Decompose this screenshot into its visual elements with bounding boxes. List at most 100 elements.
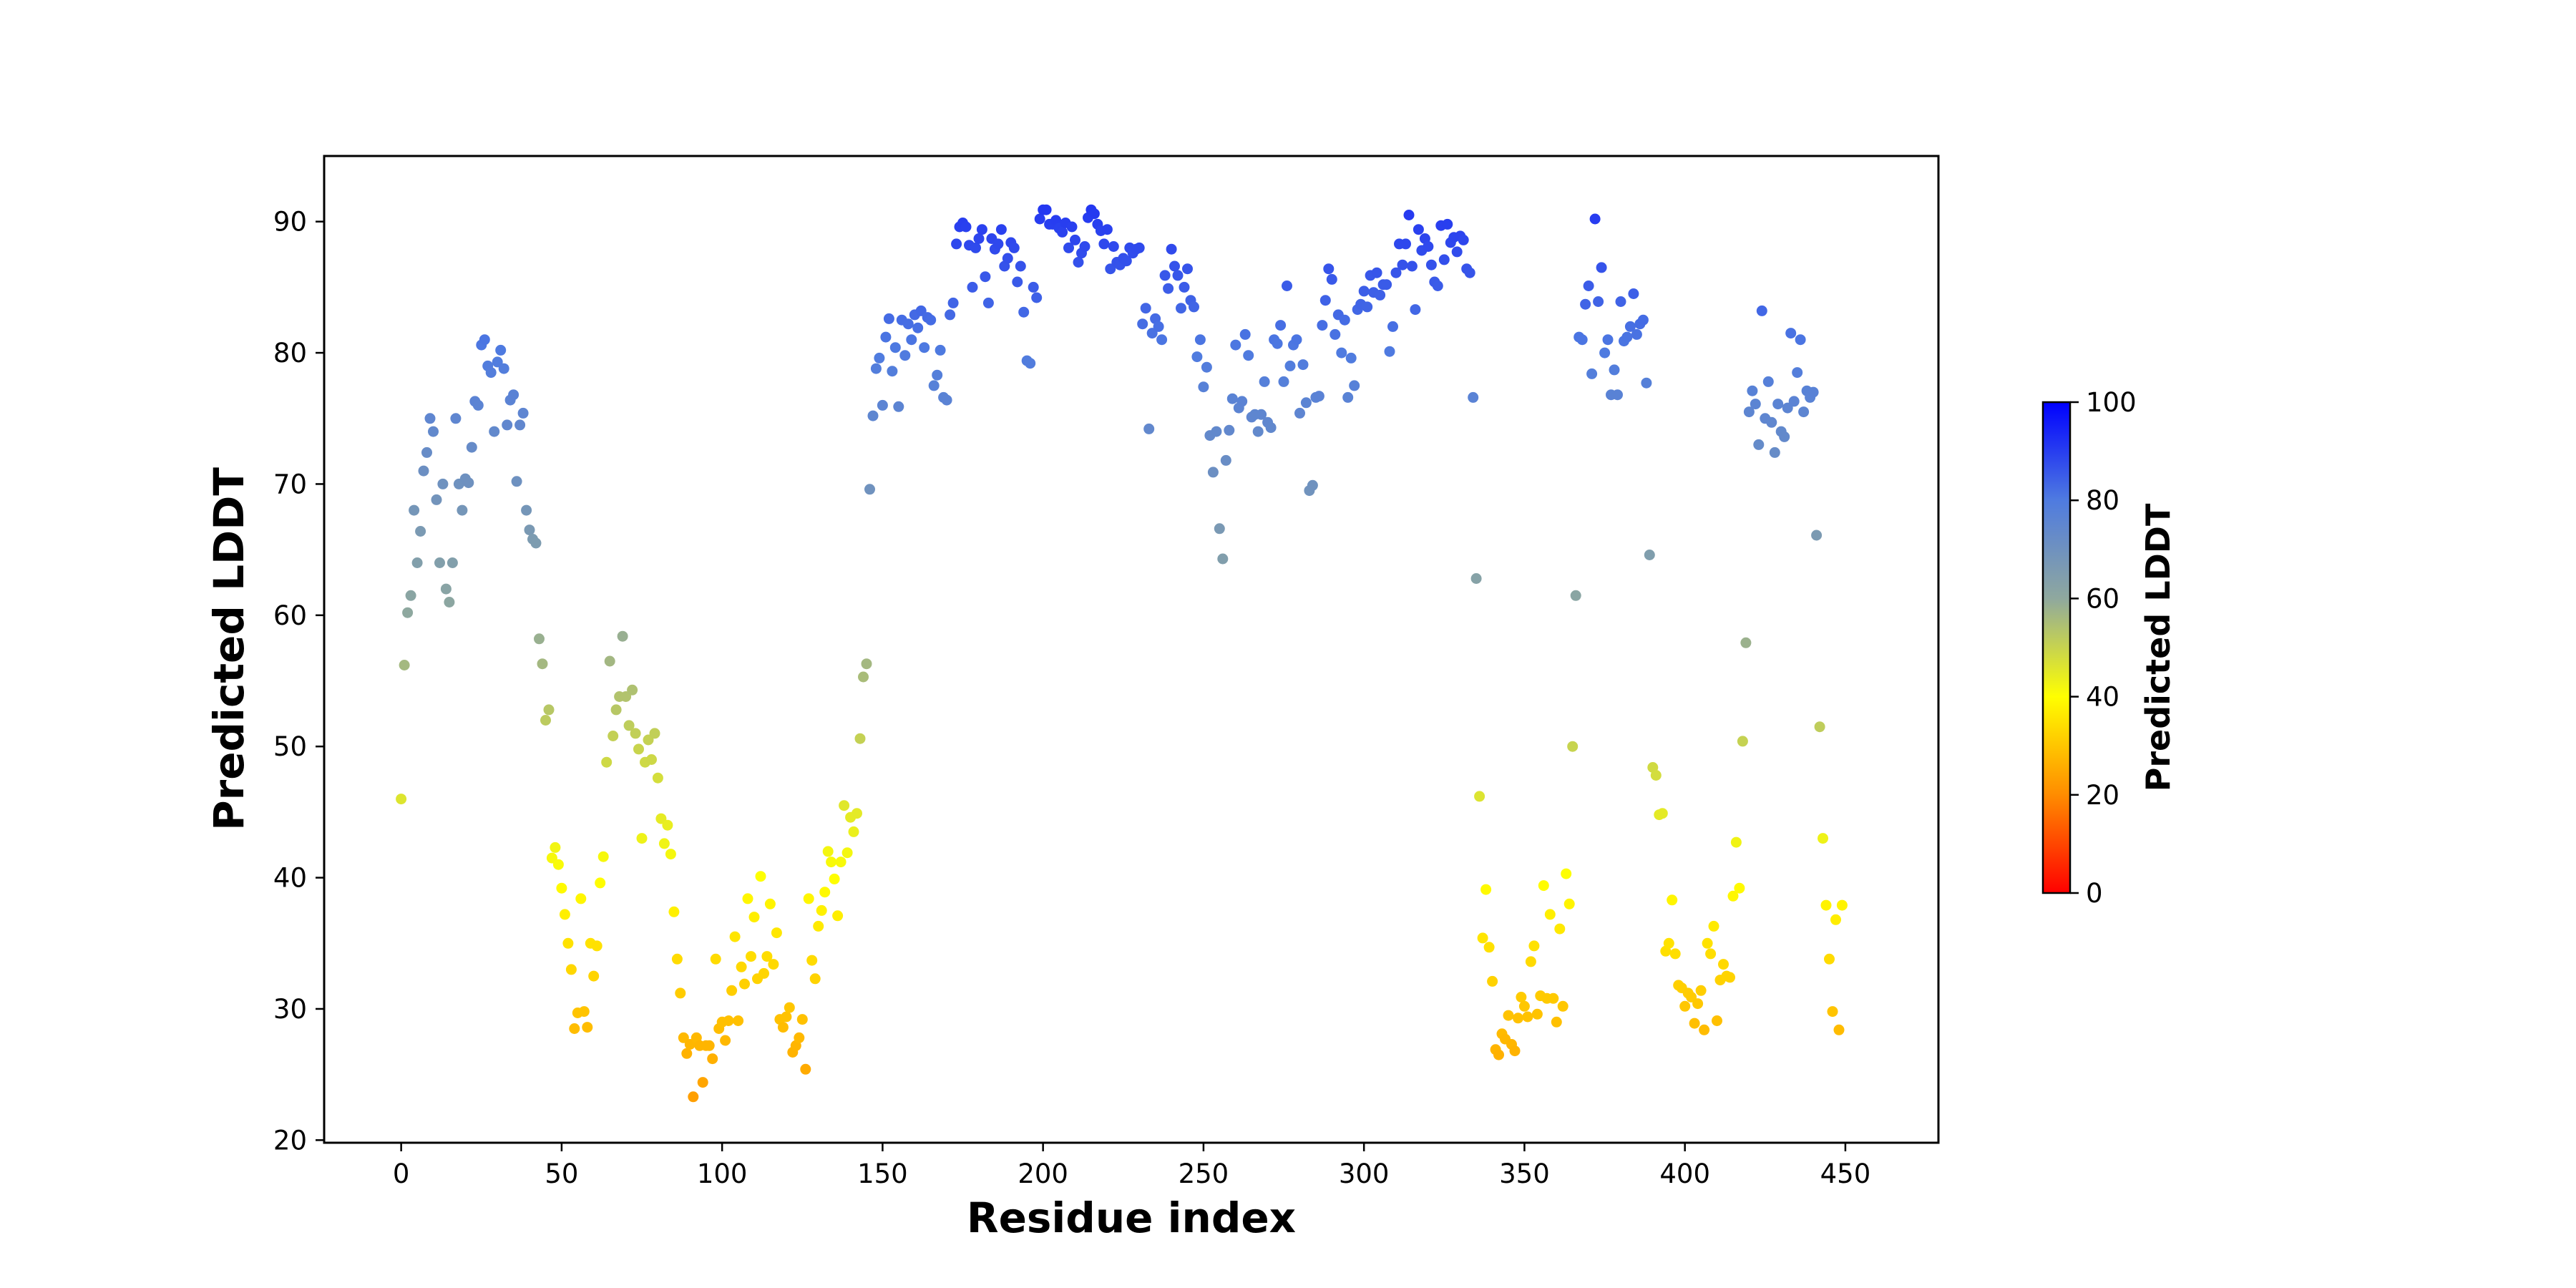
data-point xyxy=(437,478,449,489)
data-point xyxy=(1198,381,1209,393)
data-point xyxy=(1762,376,1774,387)
data-point xyxy=(540,715,551,726)
data-point xyxy=(1827,1006,1838,1018)
data-point xyxy=(508,389,519,401)
data-point xyxy=(1384,346,1395,357)
x-tick-label: 450 xyxy=(1820,1158,1871,1189)
data-point xyxy=(809,973,821,985)
data-point xyxy=(1224,424,1235,436)
data-point xyxy=(1548,992,1559,1004)
data-point xyxy=(755,871,766,882)
data-point xyxy=(627,684,638,696)
data-point xyxy=(777,1022,789,1033)
data-point xyxy=(1400,238,1411,250)
data-point xyxy=(806,955,818,966)
data-point xyxy=(1121,255,1132,267)
data-point xyxy=(565,964,577,975)
y-tick-label: 60 xyxy=(273,600,307,631)
data-point xyxy=(1451,246,1463,258)
data-point xyxy=(746,951,756,962)
data-point xyxy=(1663,937,1674,949)
data-point xyxy=(1824,953,1835,965)
data-point xyxy=(610,704,622,716)
data-point xyxy=(418,465,429,477)
data-point xyxy=(1438,254,1450,265)
data-point xyxy=(1214,523,1225,535)
data-point xyxy=(967,281,978,293)
data-point xyxy=(1358,286,1370,297)
data-point xyxy=(1259,376,1270,387)
data-point xyxy=(928,380,940,391)
data-point xyxy=(681,1048,693,1059)
data-point xyxy=(492,356,503,368)
data-point xyxy=(537,658,548,670)
data-point xyxy=(1538,880,1549,892)
data-point xyxy=(1480,884,1492,895)
data-point xyxy=(578,1006,590,1018)
x-tick-label: 0 xyxy=(393,1158,410,1189)
data-point xyxy=(1194,334,1206,346)
data-point xyxy=(707,1053,718,1065)
data-point xyxy=(658,838,670,849)
data-point xyxy=(1297,359,1309,371)
data-point xyxy=(703,1040,715,1051)
data-point xyxy=(1243,350,1254,361)
data-point xyxy=(1734,882,1745,894)
data-point xyxy=(534,633,545,645)
data-point xyxy=(726,985,738,996)
data-point xyxy=(1166,243,1177,255)
data-point xyxy=(530,537,542,549)
data-point xyxy=(794,1032,805,1043)
data-point xyxy=(1432,280,1443,291)
colorbar-tick-label: 40 xyxy=(2086,682,2119,713)
data-point xyxy=(591,940,602,952)
data-point xyxy=(601,756,613,768)
data-point xyxy=(1756,305,1767,316)
data-point xyxy=(1073,257,1084,268)
data-point xyxy=(495,344,507,356)
data-point xyxy=(829,873,840,884)
colorbar-gradient xyxy=(2041,401,2072,894)
data-point xyxy=(444,597,455,608)
data-point xyxy=(854,733,866,744)
data-point xyxy=(906,334,917,346)
data-point xyxy=(1265,422,1277,434)
data-point xyxy=(748,912,760,923)
data-point xyxy=(848,826,859,837)
y-axis-title: Predicted LDDT xyxy=(205,467,253,831)
data-point xyxy=(1172,270,1184,281)
x-axis-ticks: 0 50 100 150 200 250 300 350 400 450 xyxy=(393,1143,1870,1189)
data-point xyxy=(409,504,420,516)
colorbar-tick-label: 80 xyxy=(2086,485,2119,516)
data-point xyxy=(1493,1049,1504,1060)
data-point xyxy=(980,271,991,283)
data-point xyxy=(1066,221,1078,233)
data-point xyxy=(1637,314,1649,326)
y-tick-label: 30 xyxy=(273,994,307,1025)
data-point xyxy=(1612,389,1623,401)
data-point xyxy=(945,309,956,321)
data-point xyxy=(1769,447,1780,458)
data-point xyxy=(1631,328,1642,340)
data-point xyxy=(450,413,462,424)
colorbar: 0 20 40 60 80 100 Predicted LDDT xyxy=(2041,387,2177,909)
data-point xyxy=(636,833,648,844)
data-point xyxy=(1182,263,1193,275)
data-point xyxy=(1176,303,1186,314)
data-point xyxy=(1798,406,1810,418)
data-point xyxy=(405,590,416,601)
data-point xyxy=(662,819,673,831)
data-point xyxy=(887,366,898,377)
data-point xyxy=(1599,347,1611,358)
data-point xyxy=(514,419,526,431)
data-point xyxy=(1326,273,1337,285)
data-point xyxy=(479,334,490,346)
data-point xyxy=(947,297,959,308)
data-point xyxy=(739,978,750,990)
data-point xyxy=(816,904,827,916)
data-point xyxy=(1153,321,1164,332)
x-tick-label: 150 xyxy=(857,1158,908,1189)
data-point xyxy=(1339,314,1350,326)
data-point xyxy=(1179,281,1190,293)
